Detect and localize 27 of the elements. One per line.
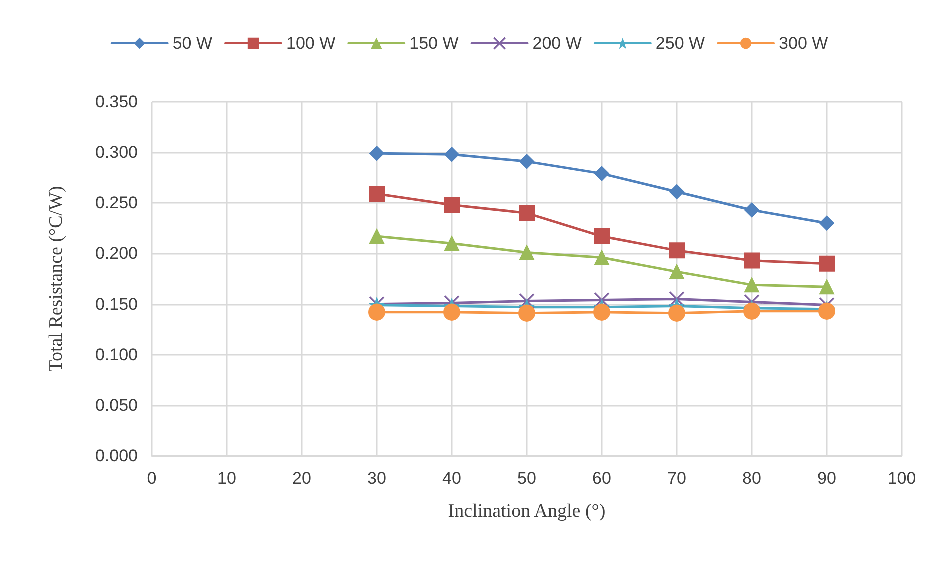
- y-axis-title: Total Resistance (°C/W): [46, 186, 67, 372]
- x-tick-label: 60: [592, 469, 612, 488]
- legend-label: 150 W: [410, 34, 459, 53]
- x-tick-label: 40: [442, 469, 462, 488]
- x-axis-title: Inclination Angle (°): [448, 501, 606, 522]
- y-tick-label: 0.350: [95, 92, 138, 112]
- y-tick-label: 0.100: [95, 345, 138, 364]
- legend-label: 100 W: [286, 34, 336, 53]
- y-tick-label: 0.000: [95, 446, 138, 466]
- legend-label: 50 W: [172, 34, 213, 53]
- x-tick-label: 80: [742, 469, 762, 488]
- x-tick-label: 70: [668, 469, 686, 488]
- x-tick-label: 30: [368, 469, 386, 488]
- legend-label: 300 W: [779, 34, 828, 53]
- x-tick-label: 20: [292, 469, 312, 488]
- x-tick-label: 10: [218, 469, 236, 488]
- x-tick-label: 90: [818, 469, 836, 488]
- y-tick-label: 0.200: [95, 244, 138, 264]
- legend-label: 250 W: [656, 34, 706, 53]
- x-tick-label: 50: [518, 469, 536, 488]
- y-tick-label: 0.250: [95, 194, 138, 213]
- x-tick-label: 0: [147, 469, 157, 488]
- x-tick-label: 100: [888, 469, 916, 488]
- y-tick-label: 0.050: [95, 396, 138, 415]
- y-tick-label: 0.300: [95, 143, 138, 162]
- legend-label: 200 W: [532, 34, 582, 53]
- y-tick-label: 0.150: [95, 294, 138, 314]
